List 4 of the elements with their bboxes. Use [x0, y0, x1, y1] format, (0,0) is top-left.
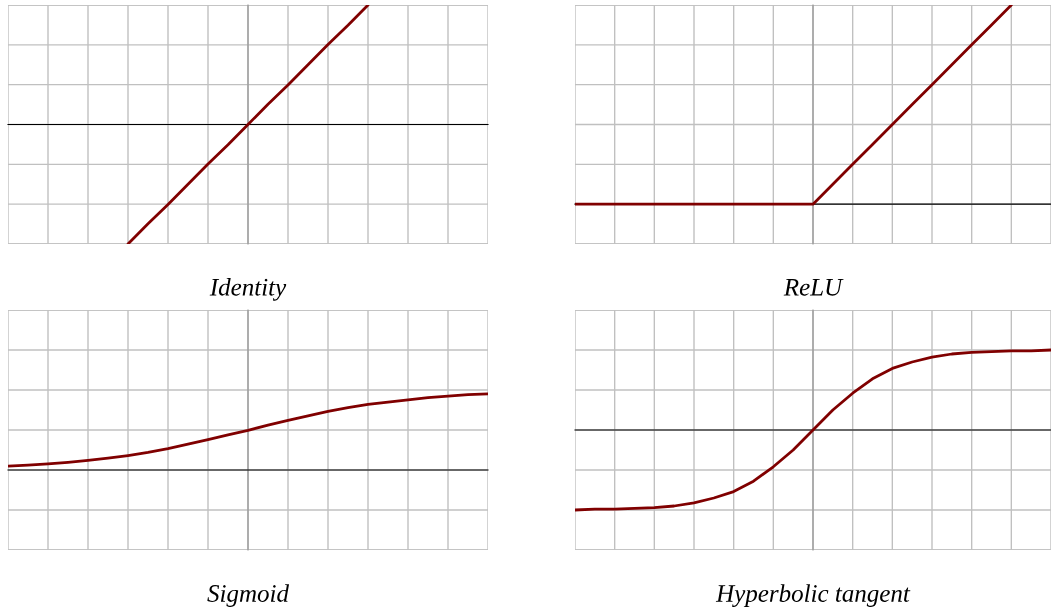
text: Hyperbolic tangent — [715, 584, 911, 608]
text: Sigmoid — [207, 584, 290, 607]
text: Identity — [209, 278, 287, 301]
text: ReLU — [783, 279, 844, 296]
